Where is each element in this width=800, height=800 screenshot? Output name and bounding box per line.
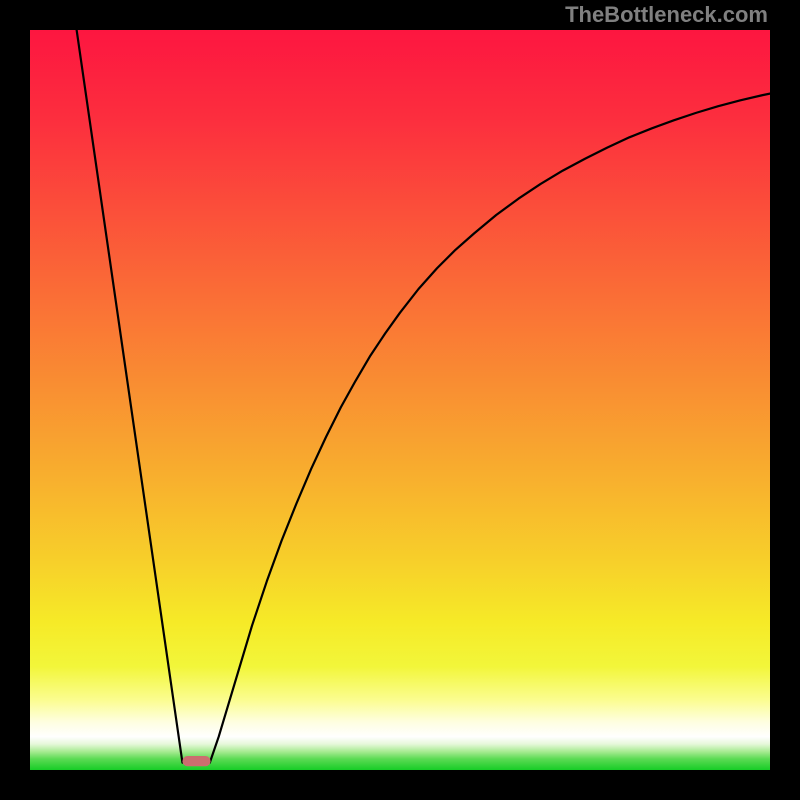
gradient-background	[30, 30, 770, 770]
plot-area	[30, 30, 770, 770]
chart-svg	[30, 30, 770, 770]
image-frame: TheBottleneck.com	[0, 0, 800, 800]
bottleneck-marker	[182, 756, 210, 766]
watermark-text: TheBottleneck.com	[565, 2, 768, 28]
